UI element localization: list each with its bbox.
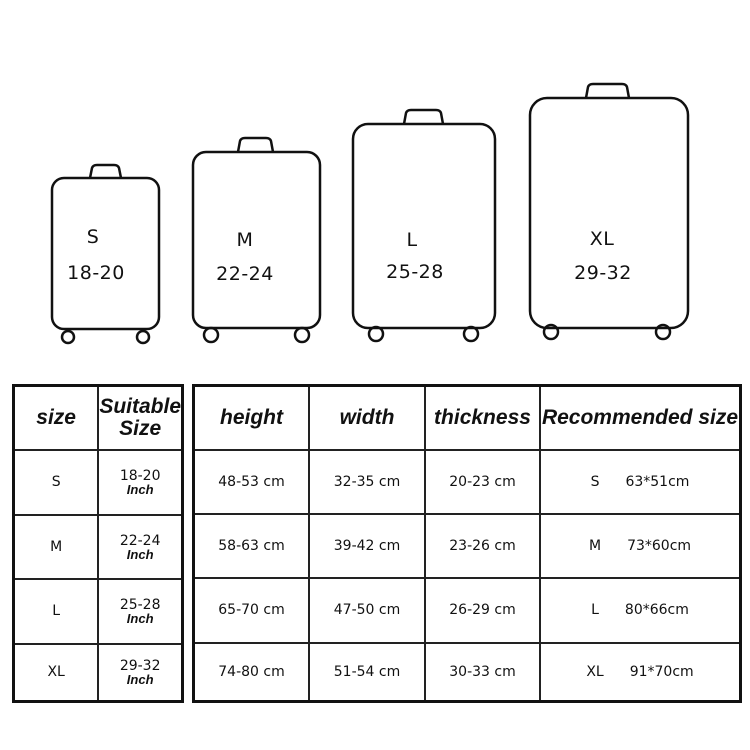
suitable-range: 18-20 — [119, 468, 161, 484]
recommended-cell: XL 91*70cm — [539, 641, 742, 703]
unit-label: Inch — [126, 546, 154, 562]
table-row: M 22-24 Inch — [12, 513, 184, 580]
table-row: XL 29-32 Inch — [12, 642, 184, 703]
rec-size: S — [590, 473, 600, 490]
rec-size: L — [591, 602, 599, 618]
table-row: 48-53 cm 32-35 cm 20-23 cm S 63*51cm — [192, 448, 742, 515]
header-size: size — [12, 384, 100, 451]
dimension-table: height width thickness Recommended size … — [192, 384, 742, 703]
size-cell: L — [12, 577, 100, 645]
suitable-cell: 18-20 Inch — [97, 448, 184, 516]
table-row: 74-80 cm 51-54 cm 30-33 cm XL 91*70cm — [192, 641, 742, 703]
header-height: height — [192, 384, 310, 451]
suitcase-range-label: 29-32 — [574, 262, 632, 284]
wheel — [60, 329, 76, 345]
suitable-range: 22-24 — [119, 532, 161, 549]
suitcase-handle — [402, 108, 445, 125]
wheel — [654, 323, 672, 341]
suitcase-body — [528, 96, 690, 330]
suitable-range: 29-32 — [119, 658, 161, 675]
suitable-cell: 25-28 Inch — [97, 577, 184, 645]
wheel — [367, 325, 385, 343]
thickness-cell: 26-29 cm — [424, 576, 541, 644]
width-cell: 32-35 cm — [308, 448, 426, 515]
height-cell: 48-53 cm — [192, 448, 310, 515]
size-cell: S — [12, 448, 100, 516]
suitcase-illustrations — [50, 82, 690, 345]
suitcase-body — [351, 122, 497, 330]
rec-dims: 63*51cm — [625, 473, 690, 490]
suitcase-handle — [88, 163, 123, 179]
suitcase-body — [50, 176, 161, 331]
unit-label: Inch — [126, 482, 154, 497]
height-cell: 65-70 cm — [192, 576, 310, 644]
suitcase-xl — [528, 82, 690, 341]
suitcase-range-label: 25-28 — [386, 261, 444, 283]
thickness-cell: 30-33 cm — [424, 641, 541, 703]
suitcase-size-label: XL — [589, 228, 615, 250]
suitable-cell: 22-24 Inch — [97, 513, 184, 580]
header-recommended-size: Recommended size — [539, 384, 742, 451]
suitcase-s — [50, 163, 161, 345]
size-cell: M — [12, 513, 100, 580]
suitable-cell: 29-32 Inch — [97, 642, 184, 703]
table-row: S 18-20 Inch — [12, 448, 184, 516]
size-table: size Suitable Size S 18-20 Inch M 22-24 In… — [12, 384, 184, 703]
rec-dims: 91*70cm — [629, 663, 694, 680]
height-cell: 74-80 cm — [192, 641, 310, 703]
recommended-cell: S 63*51cm — [539, 448, 742, 515]
suitcase-size-label: M — [236, 229, 254, 251]
suitcase-body — [191, 150, 322, 330]
wheel — [135, 329, 151, 345]
width-cell: 39-42 cm — [308, 512, 426, 579]
wheel — [293, 326, 311, 344]
height-cell: 58-63 cm — [192, 512, 310, 579]
size-cell: XL — [12, 642, 100, 703]
suitcase-handle — [236, 136, 275, 153]
recommended-cell: L 80*66cm — [539, 576, 742, 644]
recommended-cell: M 73*60cm — [539, 512, 742, 579]
header-width: width — [308, 384, 426, 451]
suitcase-size-label: L — [406, 229, 418, 251]
table-row: 58-63 cm 39-42 cm 23-26 cm M 73*60cm — [192, 512, 742, 579]
suitcase-range-label: 18-20 — [67, 262, 125, 284]
header-suitable-size: Suitable Size — [97, 384, 184, 451]
table-row: 65-70 cm 47-50 cm 26-29 cm L 80*66cm — [192, 576, 742, 644]
unit-label: Inch — [126, 672, 154, 688]
rec-dims: 73*60cm — [627, 537, 692, 554]
suitcase-m — [191, 136, 322, 344]
suitable-range: 25-28 — [119, 597, 161, 613]
header-thickness: thickness — [424, 384, 541, 451]
suitcase-handle — [584, 82, 631, 99]
suitcase-size-label: S — [86, 226, 100, 248]
thickness-cell: 20-23 cm — [424, 448, 541, 515]
table-row: L 25-28 Inch — [12, 577, 184, 645]
thickness-cell: 23-26 cm — [424, 512, 541, 579]
wheel — [542, 323, 560, 341]
suitcase-l — [351, 108, 497, 343]
unit-label: Inch — [126, 611, 154, 626]
wheel — [202, 326, 220, 344]
wheel — [462, 325, 480, 343]
suitcase-range-label: 22-24 — [216, 263, 274, 285]
width-cell: 51-54 cm — [308, 641, 426, 703]
rec-dims: 80*66cm — [624, 602, 689, 618]
rec-size: XL — [586, 663, 604, 680]
width-cell: 47-50 cm — [308, 576, 426, 644]
rec-size: M — [588, 537, 602, 554]
